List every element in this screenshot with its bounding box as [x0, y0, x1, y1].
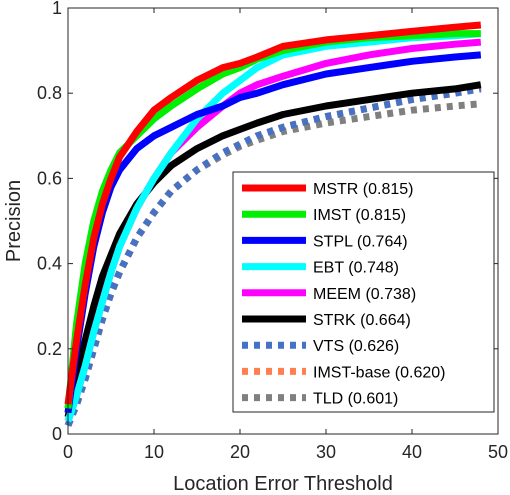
- y-tick-label: 0.8: [37, 83, 62, 103]
- x-axis-label: Location Error Threshold: [173, 473, 393, 495]
- plot-frame: [67, 7, 499, 435]
- x-tick-label: 30: [316, 442, 336, 462]
- y-tick-label: 0.4: [37, 254, 62, 274]
- plot-lines: [64, 21, 482, 427]
- y-tick-label: 1: [52, 0, 62, 18]
- legend-label-1: IMST (0.815): [313, 207, 406, 224]
- x-tick-label: 50: [488, 442, 508, 462]
- legend-label-8: TLD (0.601): [313, 391, 398, 408]
- y-axis-label: Precision: [3, 180, 25, 262]
- series-line-0: [64, 21, 482, 405]
- series-line-5: [64, 81, 482, 418]
- legend-label-7: IMST-base (0.620): [313, 364, 446, 381]
- y-tick-label: 0.6: [37, 168, 62, 188]
- legend-label-0: MSTR (0.815): [313, 181, 413, 198]
- y-tick-label: 0: [52, 424, 62, 444]
- legend-label-5: STRK (0.664): [313, 312, 411, 329]
- legend-label-2: STPL (0.764): [313, 233, 408, 250]
- legend: MSTR (0.815) IMST (0.815) STPL (0.764) EBT …: [232, 171, 495, 413]
- x-tick-label: 20: [230, 442, 250, 462]
- x-tick-label: 10: [144, 442, 164, 462]
- x-tick-label: 0: [63, 442, 73, 462]
- x-tick-label: 40: [402, 442, 422, 462]
- y-tick-label: 0.2: [37, 339, 62, 359]
- legend-label-4: MEEM (0.738): [313, 286, 416, 303]
- series-line-6: [64, 85, 482, 427]
- legend-label-6: VTS (0.626): [313, 338, 399, 355]
- legend-label-3: EBT (0.748): [313, 260, 399, 277]
- axis-ticks: 0 10 20 30 40 50 0 0.2 0.4 0.6 0.8 1: [37, 0, 508, 462]
- series-line-3: [64, 30, 482, 423]
